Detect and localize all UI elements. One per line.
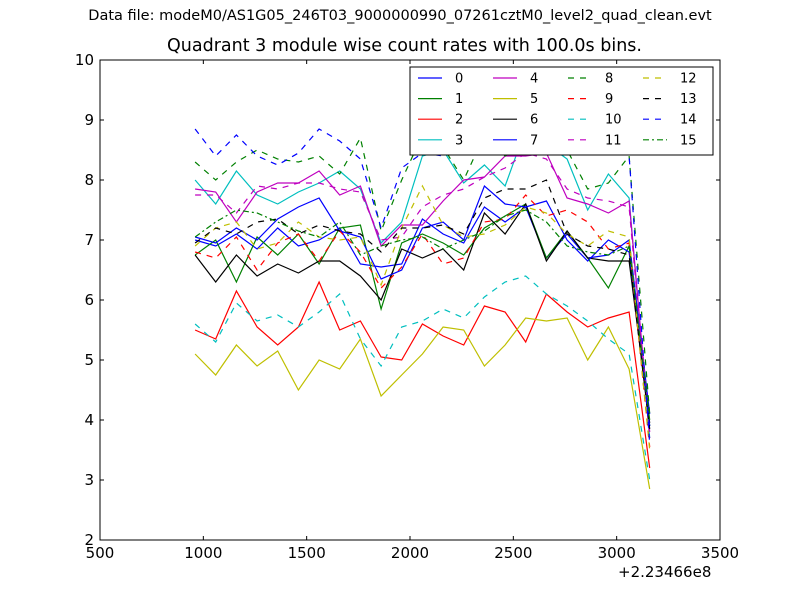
series-line-5 bbox=[194, 317, 651, 490]
x-tick-label: 3000 bbox=[598, 544, 636, 562]
series-line-9 bbox=[194, 194, 651, 448]
legend-label-8: 8 bbox=[605, 72, 613, 87]
series-line-15 bbox=[194, 209, 651, 421]
y-tick-label: 9 bbox=[84, 111, 94, 129]
x-tick-label: 1500 bbox=[288, 544, 326, 562]
y-tick-label: 8 bbox=[84, 171, 94, 189]
series-line-4 bbox=[195, 152, 651, 433]
legend-label-7: 7 bbox=[530, 133, 538, 148]
series-line-12 bbox=[194, 184, 651, 451]
x-tick-label: 2500 bbox=[494, 544, 532, 562]
y-tick-label: 6 bbox=[84, 291, 94, 309]
series-line-13 bbox=[194, 179, 651, 430]
x-tick-label: 2000 bbox=[391, 544, 429, 562]
x-tick-label: 1000 bbox=[184, 544, 222, 562]
legend-label-0: 0 bbox=[455, 72, 463, 87]
y-tick-label: 2 bbox=[84, 531, 94, 549]
series-line-0 bbox=[194, 206, 651, 415]
legend-label-14: 14 bbox=[680, 113, 697, 128]
legend-label-9: 9 bbox=[605, 92, 613, 107]
legend-label-1: 1 bbox=[455, 92, 463, 107]
series-line-8 bbox=[194, 133, 651, 415]
y-tick-label: 3 bbox=[84, 471, 94, 489]
legend-label-3: 3 bbox=[455, 133, 463, 148]
legend-label-13: 13 bbox=[680, 92, 697, 107]
legend-label-6: 6 bbox=[530, 113, 538, 128]
legend-label-5: 5 bbox=[530, 92, 538, 107]
legend-label-12: 12 bbox=[680, 72, 697, 87]
legend-label-15: 15 bbox=[680, 133, 697, 148]
y-tick-label: 10 bbox=[75, 51, 94, 69]
series-line-6 bbox=[194, 202, 651, 424]
x-tick-label: 3500 bbox=[701, 544, 739, 562]
series-line-7 bbox=[194, 184, 651, 427]
legend-label-4: 4 bbox=[530, 72, 538, 87]
series-line-2 bbox=[194, 280, 651, 469]
chart-title: Quadrant 3 module wise count rates with … bbox=[167, 36, 642, 56]
series-line-3 bbox=[194, 128, 651, 439]
y-tick-label: 5 bbox=[84, 351, 94, 369]
y-tick-label: 4 bbox=[84, 411, 94, 429]
figure-suptitle: Data file: modeM0/AS1G05_246T03_90000009… bbox=[88, 8, 712, 24]
series-line-10 bbox=[194, 275, 651, 481]
x-axis-offset-label: +2.23466e8 bbox=[618, 563, 712, 581]
y-tick-label: 7 bbox=[84, 231, 94, 249]
x-tick-label: 500 bbox=[86, 544, 115, 562]
legend-label-11: 11 bbox=[605, 133, 622, 148]
legend-label-2: 2 bbox=[455, 113, 463, 128]
legend-label-10: 10 bbox=[605, 113, 622, 128]
